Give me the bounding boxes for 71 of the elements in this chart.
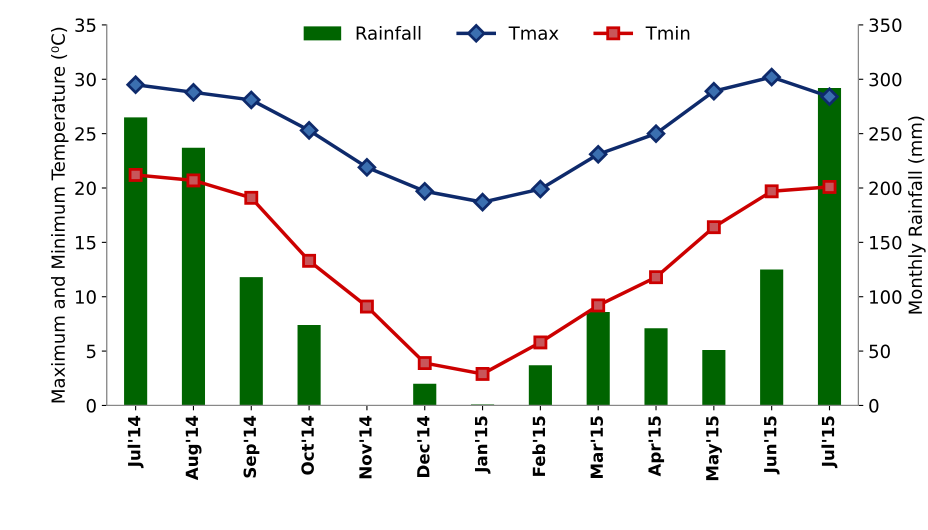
y-tick-label: 20 (75, 181, 96, 196)
bar (644, 328, 668, 406)
y2-tick-label: 350 (870, 18, 902, 32)
point (415, 182, 434, 201)
legend-label: Tmax (508, 26, 558, 40)
y-tick-label: 15 (76, 236, 96, 250)
bar (182, 148, 206, 406)
y2-axis-title: Monthly Rainfall (mm) (908, 116, 926, 314)
bar (586, 312, 610, 406)
point (762, 68, 781, 86)
point (649, 270, 663, 284)
y-axis-title: Maximum and Minimum Temperature (⁰C) (50, 28, 68, 402)
x-tick-label: Dec'14 (417, 416, 430, 477)
point (531, 180, 550, 198)
point (242, 90, 261, 110)
y-tick-label: 10 (76, 290, 96, 304)
point (588, 145, 608, 164)
x-tick-label: Mar'15 (590, 416, 604, 478)
bar (528, 365, 552, 406)
point (302, 254, 316, 268)
y2-tick-label: 200 (869, 181, 902, 196)
bar (818, 88, 842, 406)
point (473, 192, 492, 212)
bar (240, 277, 263, 406)
point (244, 190, 258, 205)
point (704, 82, 724, 100)
point (764, 184, 779, 198)
x-tick-label: Jul'15 (821, 416, 838, 468)
y2-tick-label: 50 (870, 344, 890, 358)
bar (413, 384, 436, 406)
x-tick-label: Aug'14 (186, 416, 202, 480)
y2-tick-label: 100 (870, 290, 902, 304)
bar (760, 270, 784, 406)
point (358, 158, 376, 177)
point (533, 335, 548, 350)
point (820, 87, 839, 106)
point (706, 220, 721, 234)
point (360, 300, 374, 314)
x-tick-label: Apr'15 (648, 416, 664, 476)
y2-tick-label: 150 (870, 236, 902, 250)
y-tick-label: 35 (75, 18, 96, 32)
y2-tick-label: 300 (870, 72, 902, 86)
legend-label: Tmin (646, 26, 690, 40)
x-tick-label: Jul'14 (128, 416, 144, 468)
x-tick-label: Jun'15 (764, 416, 780, 474)
point (822, 180, 836, 194)
bar (124, 117, 148, 406)
x-tick-label: Feb'15 (532, 416, 546, 476)
point (300, 121, 318, 140)
point (591, 298, 606, 312)
y-tick-label: 30 (75, 72, 96, 86)
y-tick-label: 25 (75, 127, 96, 141)
x-tick-label: Sep'14 (244, 416, 260, 478)
y-tick-label: 0 (86, 398, 96, 413)
y2-tick-label: 250 (869, 127, 902, 141)
point (476, 366, 490, 381)
point (418, 356, 432, 370)
legend-label: Rainfall (356, 26, 420, 40)
point (186, 173, 200, 188)
y-tick-label: 5 (86, 344, 96, 358)
bar (702, 350, 726, 406)
x-tick-label: May'15 (706, 416, 722, 480)
point (128, 168, 143, 182)
x-tick-label: Jan'15 (475, 416, 490, 474)
point (126, 75, 145, 94)
point (646, 124, 666, 143)
point (184, 83, 203, 102)
x-tick-label: Nov'14 (359, 416, 372, 478)
x-tick-label: Oct'14 (301, 416, 314, 475)
bar (298, 324, 321, 406)
y2-tick-label: 0 (869, 398, 878, 413)
